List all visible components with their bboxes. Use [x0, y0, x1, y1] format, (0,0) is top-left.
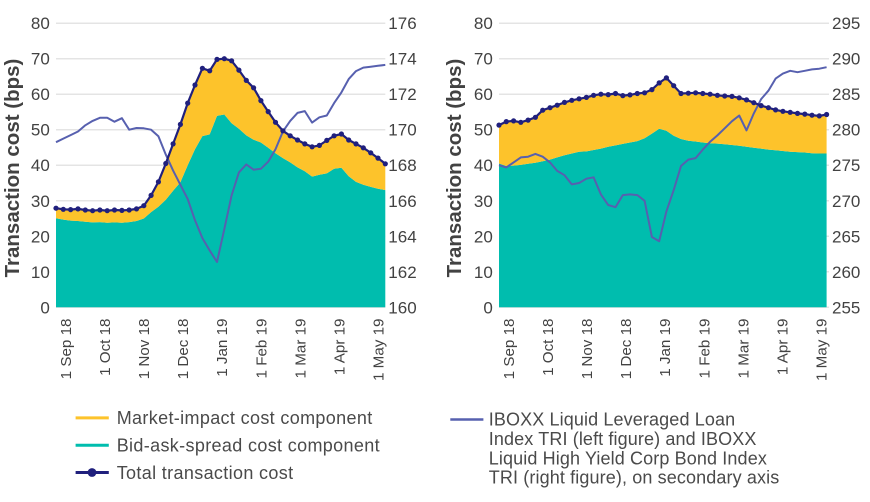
svg-text:10: 10	[31, 263, 50, 282]
svg-text:30: 30	[31, 192, 50, 211]
svg-text:Bid-ask-spread cost component: Bid-ask-spread cost component	[117, 436, 380, 456]
svg-text:80: 80	[31, 14, 50, 33]
svg-text:260: 260	[832, 263, 860, 282]
svg-text:162: 162	[388, 263, 416, 282]
svg-text:40: 40	[31, 156, 50, 175]
svg-text:50: 50	[31, 121, 50, 140]
svg-text:50: 50	[474, 121, 493, 140]
svg-text:1 Sep 18: 1 Sep 18	[58, 319, 75, 380]
svg-text:20: 20	[474, 227, 493, 246]
svg-text:164: 164	[388, 227, 416, 246]
svg-text:1 Mar 19: 1 Mar 19	[735, 319, 752, 379]
svg-text:Index TRI (left figure) and IB: Index TRI (left figure) and IBOXX	[489, 429, 757, 449]
svg-text:0: 0	[483, 298, 492, 317]
svg-text:1 Nov 18: 1 Nov 18	[136, 319, 153, 380]
svg-text:1 Oct 18: 1 Oct 18	[540, 319, 557, 376]
svg-text:40: 40	[474, 156, 493, 175]
svg-text:1 Dec 18: 1 Dec 18	[618, 319, 635, 380]
svg-text:1 Apr 19: 1 Apr 19	[774, 319, 791, 376]
svg-text:30: 30	[474, 192, 493, 211]
svg-text:285: 285	[832, 85, 860, 104]
svg-text:Liquid High Yield Corp Bond In: Liquid High Yield Corp Bond Index	[489, 448, 767, 468]
svg-text:70: 70	[31, 50, 50, 69]
svg-text:168: 168	[388, 156, 416, 175]
svg-text:10: 10	[474, 263, 493, 282]
svg-text:270: 270	[832, 192, 860, 211]
svg-text:Market-impact cost component: Market-impact cost component	[117, 408, 373, 428]
svg-text:0: 0	[40, 298, 49, 317]
svg-text:166: 166	[388, 192, 416, 211]
svg-text:295: 295	[832, 14, 860, 33]
svg-text:275: 275	[832, 156, 860, 175]
svg-text:IBOXX Liquid Leveraged Loan: IBOXX Liquid Leveraged Loan	[489, 410, 735, 430]
svg-text:1 May 19: 1 May 19	[814, 319, 831, 381]
svg-text:1 May 19: 1 May 19	[371, 319, 388, 381]
svg-text:Total transaction cost: Total transaction cost	[117, 463, 294, 483]
svg-text:80: 80	[474, 14, 493, 33]
svg-text:Transaction cost (bps): Transaction cost (bps)	[1, 59, 24, 278]
svg-text:1 Sep 18: 1 Sep 18	[501, 319, 518, 380]
svg-text:1 Apr 19: 1 Apr 19	[331, 319, 348, 376]
svg-text:290: 290	[832, 50, 860, 69]
svg-text:160: 160	[388, 298, 416, 317]
svg-text:1 Feb 19: 1 Feb 19	[253, 319, 270, 379]
svg-text:TRI (right figure), on seconda: TRI (right figure), on secondary axis	[489, 468, 780, 488]
svg-text:60: 60	[474, 85, 493, 104]
svg-text:1 Oct 18: 1 Oct 18	[97, 319, 114, 376]
svg-text:1 Feb 19: 1 Feb 19	[696, 319, 713, 379]
svg-text:1 Dec 18: 1 Dec 18	[175, 319, 192, 380]
svg-text:Transaction cost (bps): Transaction cost (bps)	[443, 59, 466, 278]
svg-text:170: 170	[388, 121, 416, 140]
svg-text:174: 174	[388, 50, 416, 69]
svg-text:280: 280	[832, 121, 860, 140]
svg-text:1 Mar 19: 1 Mar 19	[292, 319, 309, 379]
svg-text:1 Jan 19: 1 Jan 19	[657, 319, 674, 377]
svg-text:255: 255	[832, 298, 860, 317]
svg-text:265: 265	[832, 227, 860, 246]
svg-text:60: 60	[31, 85, 50, 104]
svg-text:176: 176	[388, 14, 416, 33]
svg-text:1 Jan 19: 1 Jan 19	[214, 319, 231, 377]
svg-text:70: 70	[474, 50, 493, 69]
svg-text:172: 172	[388, 85, 416, 104]
svg-text:20: 20	[31, 227, 50, 246]
svg-text:1 Nov 18: 1 Nov 18	[579, 319, 596, 380]
